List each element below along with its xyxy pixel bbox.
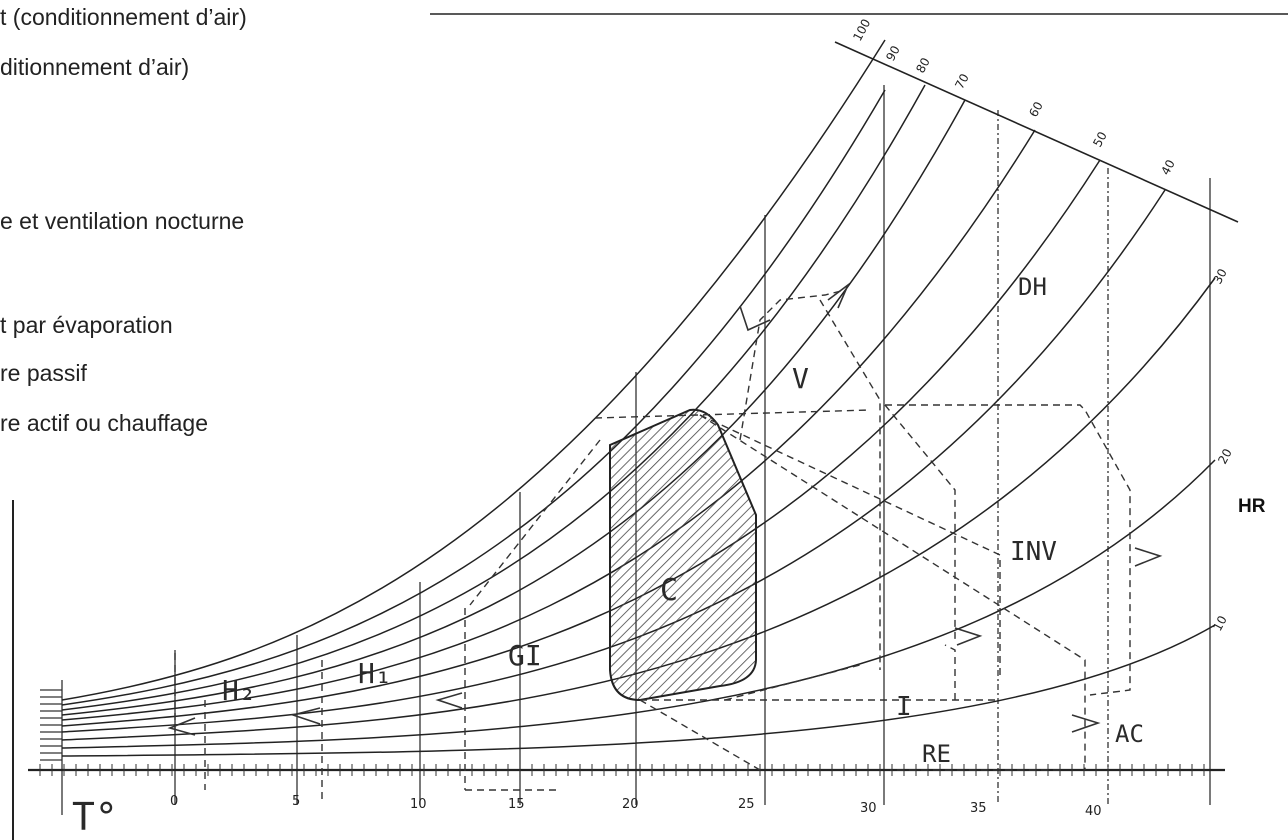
zone-label-h1: H₁: [358, 657, 392, 690]
zone-label-i: I: [896, 692, 912, 722]
x-tick-10: 10: [410, 797, 427, 812]
humidity-curve: [61, 89, 886, 706]
zone-label-h2: H₂: [222, 674, 256, 707]
legend-line-4: t par évaporation: [0, 312, 173, 338]
x-tick-15: 15: [508, 797, 525, 812]
rh-label-90: 90: [883, 43, 903, 63]
x-tick-0: 0: [170, 794, 178, 809]
x-tick-labels: 0 5 10 15 20 25 30 35 40: [170, 794, 1102, 819]
zone-label-v: V: [792, 362, 809, 395]
rh-label-100: 100: [850, 17, 873, 44]
humidity-curve: [61, 99, 966, 716]
legend-line-5: re passif: [0, 360, 87, 386]
zone-arrows: [167, 282, 1163, 736]
rh-top-labels: 100 90 80 70 60 50 40: [850, 17, 1178, 178]
humidity-axis-symbol: HR: [1238, 496, 1266, 517]
rh-label-20: 20: [1215, 446, 1235, 466]
x-tick-20: 20: [622, 797, 639, 812]
x-tick-30: 30: [860, 801, 877, 816]
legend-line-3: e et ventilation nocturne: [0, 208, 245, 234]
rh-label-60: 60: [1026, 99, 1046, 119]
rh-label-10: 10: [1210, 613, 1230, 633]
comfort-zone: [609, 408, 757, 702]
zone-boundaries: [174, 289, 1131, 800]
zone-label-dh: DH: [1018, 273, 1047, 301]
x-axis-minor-ticks: [39, 764, 1205, 776]
x-tick-5: 5: [292, 794, 300, 809]
rh-label-30: 30: [1210, 266, 1230, 286]
rh-right-labels: 30 20 10: [1210, 266, 1235, 633]
humidity-curve: [61, 129, 1036, 721]
rh-label-70: 70: [952, 71, 972, 91]
humidity-curve: [61, 459, 1216, 749]
humidity-curve: [61, 39, 886, 701]
zone-label-c: C: [660, 573, 678, 608]
rh-label-80: 80: [913, 55, 933, 75]
temperature-axis-symbol: T°: [72, 795, 118, 839]
rh-scale-line: [834, 41, 1239, 223]
zone-label-ac: AC: [1115, 720, 1144, 748]
x-tick-40: 40: [1085, 804, 1102, 819]
zone-label-re: RE: [922, 740, 951, 768]
temperature-grid: [40, 85, 1211, 815]
legend-line-2: ditionnement d’air): [0, 54, 190, 80]
humidity-curve: [61, 159, 1101, 727]
humidity-curve: [61, 84, 926, 711]
legend-line-6: re actif ou chauffage: [0, 410, 208, 436]
legend-line-1: t (conditionnement d’air): [0, 4, 247, 30]
zone-label-gi: GI: [508, 639, 542, 672]
rh-label-50: 50: [1090, 129, 1110, 149]
rh-label-40: 40: [1158, 157, 1178, 177]
x-tick-25: 25: [738, 797, 755, 812]
zone-label-inv: INV: [1010, 537, 1057, 567]
humidity-curve: [61, 624, 1216, 757]
x-tick-35: 35: [970, 801, 987, 816]
